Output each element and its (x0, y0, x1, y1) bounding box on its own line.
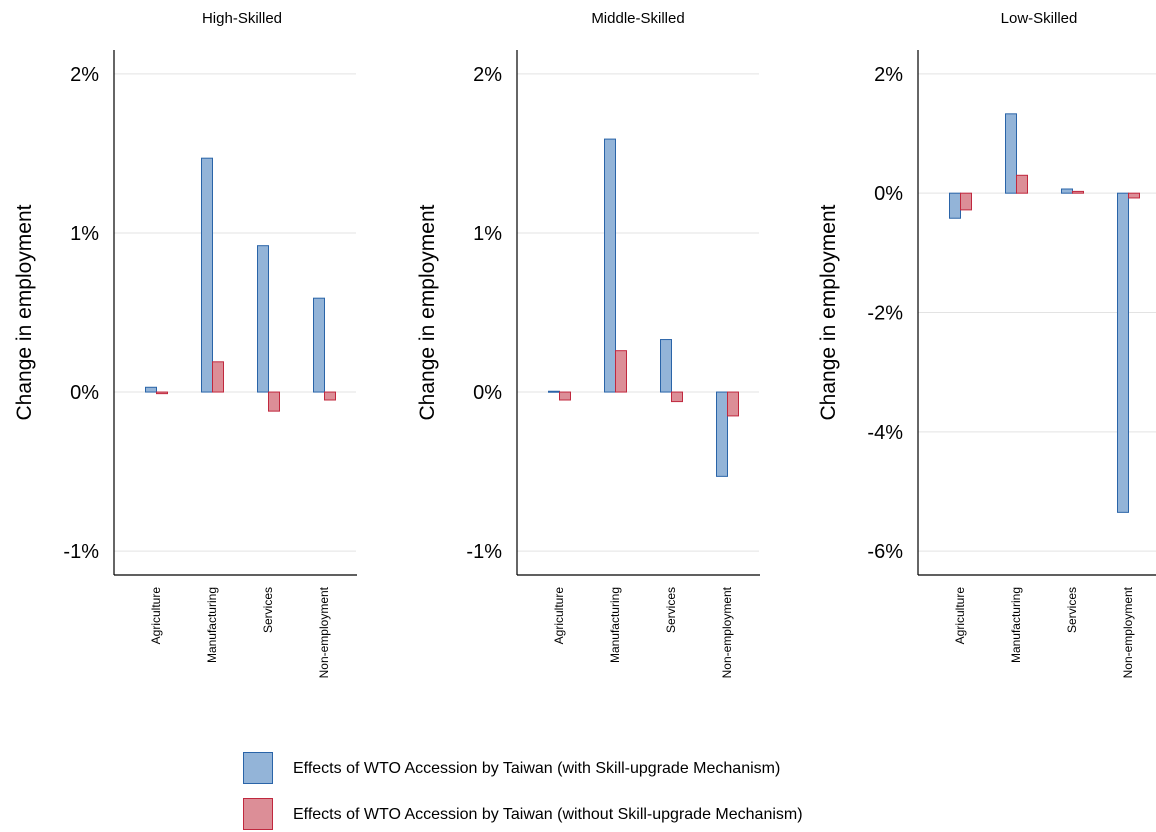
y-tick-label: -6% (867, 541, 903, 563)
y-tick-label: 0% (874, 183, 903, 205)
chart-panel-2: Middle-Skilled -1% 0% 1% 2% Change in employm… (416, 10, 760, 678)
bar-without-agriculture (960, 192, 972, 211)
y-axis-label: Change in employment (13, 204, 36, 420)
x-tick-label: Services (1065, 587, 1079, 633)
bar-with-manufacturing (1005, 113, 1017, 194)
bar-with-agriculture (949, 192, 961, 219)
y-tick-label: 0% (70, 382, 99, 404)
bar-with-agriculture (548, 390, 560, 393)
bar-with-agriculture (145, 386, 157, 393)
y-tick-label: 0% (473, 382, 502, 404)
y-tick-label: -1% (466, 541, 502, 563)
y-tick-label: -2% (867, 303, 903, 325)
x-tick-label: Non-employment (1121, 586, 1135, 678)
y-tick-label: -4% (867, 422, 903, 444)
bar-with-manufacturing (201, 157, 213, 393)
bar-with-non-employment (716, 391, 728, 477)
x-tick-label: Services (261, 587, 275, 633)
x-tick-label: Agriculture (149, 587, 163, 645)
x-tick-label: Non-employment (720, 586, 734, 678)
bar-without-agriculture (559, 391, 571, 401)
y-tick-label: 1% (473, 223, 502, 245)
x-tick-label: Services (664, 587, 678, 633)
bar-without-services (671, 391, 683, 403)
bar-without-services (268, 391, 280, 412)
y-tick-label: 1% (70, 223, 99, 245)
chart-panel-1: High-Skilled -1% 0% 1% 2% Change in employmen… (13, 10, 357, 678)
bar-without-non-employment (727, 391, 739, 417)
y-tick-label: 2% (473, 64, 502, 86)
bar-with-non-employment (313, 297, 325, 393)
legend-label-with: Effects of WTO Accession by Taiwan (with… (293, 760, 781, 777)
y-tick-label: 2% (874, 64, 903, 86)
bar-without-manufacturing (212, 361, 224, 393)
legend-swatch-with (243, 752, 273, 784)
legend-label-without: Effects of WTO Accession by Taiwan (with… (293, 806, 803, 823)
y-tick-label: 2% (70, 64, 99, 86)
bar-with-services (660, 339, 672, 393)
x-tick-label: Manufacturing (205, 587, 219, 663)
bar-without-services (1072, 190, 1084, 194)
bar-without-manufacturing (615, 350, 627, 393)
panel-title: High-Skilled (202, 10, 282, 27)
x-tick-label: Agriculture (953, 587, 967, 645)
panel-title: Middle-Skilled (591, 10, 684, 27)
y-tick-label: -1% (63, 541, 99, 563)
bar-without-agriculture (156, 391, 168, 395)
bar-with-services (257, 245, 269, 393)
x-tick-label: Manufacturing (608, 587, 622, 663)
legend-item-without-skill-upgrade: Effects of WTO Accession by Taiwan (with… (243, 798, 943, 832)
bar-without-manufacturing (1016, 174, 1028, 194)
x-tick-label: Non-employment (317, 586, 331, 678)
chart-panel-3: Low-Skilled -6% -4% -2% 0% 2% Change in employ… (817, 10, 1156, 678)
bar-with-non-employment (1117, 192, 1129, 513)
y-axis-label: Change in employment (817, 204, 840, 420)
bar-without-non-employment (324, 391, 336, 401)
legend-swatch-without (243, 798, 273, 830)
bar-without-non-employment (1128, 192, 1140, 199)
y-axis-label: Change in employment (416, 204, 439, 420)
x-tick-label: Agriculture (552, 587, 566, 645)
bar-with-manufacturing (604, 138, 616, 393)
panel-title: Low-Skilled (1001, 10, 1078, 27)
bar-with-services (1061, 188, 1073, 194)
x-tick-label: Manufacturing (1009, 587, 1023, 663)
legend-item-with-skill-upgrade: Effects of WTO Accession by Taiwan (with… (243, 752, 943, 786)
